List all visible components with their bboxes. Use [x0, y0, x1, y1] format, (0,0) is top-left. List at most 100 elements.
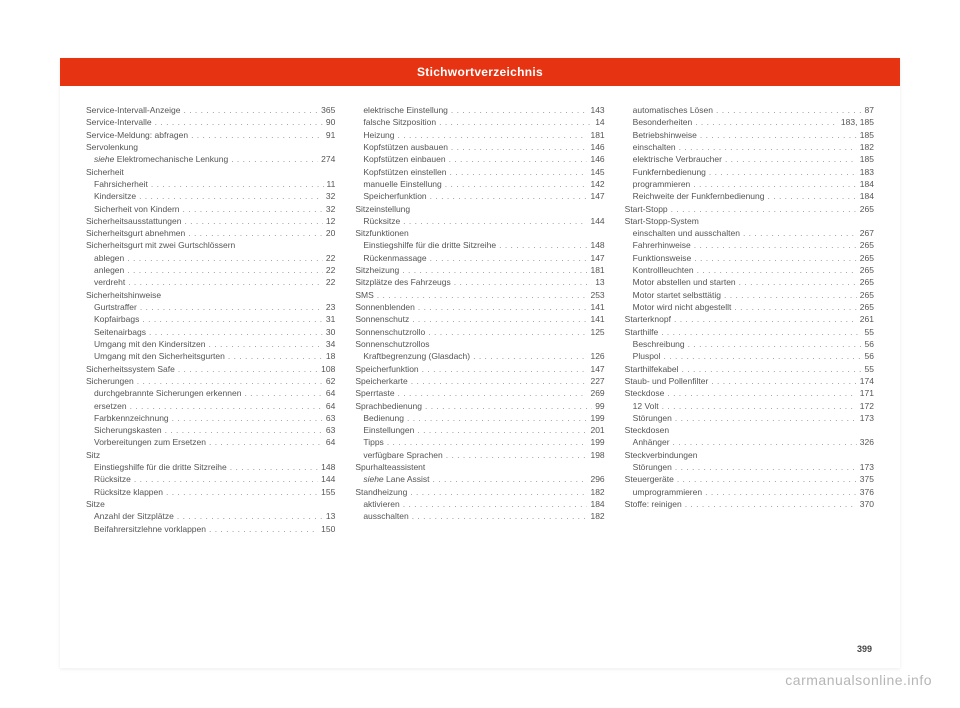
leader-dots	[134, 473, 318, 485]
index-entry-page: 185	[860, 153, 874, 165]
leader-dots	[662, 400, 857, 412]
leader-dots	[673, 436, 857, 448]
index-entry-page: 147	[590, 190, 604, 202]
index-entry-page: 265	[860, 239, 874, 251]
index-entry-page: 14	[595, 116, 604, 128]
index-entry-label: Sitzfunktionen	[355, 227, 408, 239]
leader-dots	[410, 486, 587, 498]
index-entry: Sitz	[86, 449, 335, 461]
index-entry-page: 253	[590, 289, 604, 301]
index-entry-label: ersetzen	[86, 400, 127, 412]
index-entry-label: Gurtstraffer	[86, 301, 137, 313]
leader-dots	[450, 166, 588, 178]
index-entry-page: 144	[590, 215, 604, 227]
leader-dots	[661, 326, 861, 338]
index-entry-label: Sitzeinstellung	[355, 203, 410, 215]
index-entry-label: Sonnenschutz	[355, 313, 409, 325]
index-entry: Anzahl der Sitzplätze13	[86, 510, 335, 522]
index-entry-page: 13	[326, 510, 335, 522]
index-entry: Gurtstraffer23	[86, 301, 335, 313]
index-entry-page: 261	[860, 313, 874, 325]
index-entry-label: Kopfstützen ausbauen	[355, 141, 448, 153]
index-entry-label: Speicherkarte	[355, 375, 407, 387]
index-entry-page: 174	[860, 375, 874, 387]
index-entry: Sicherheitsgurt mit zwei Gurtschlössern	[86, 239, 335, 251]
index-entry: Sicherheit	[86, 166, 335, 178]
index-entry-page: 11	[327, 178, 336, 190]
index-entry-page: 64	[326, 387, 335, 399]
watermark-text: carmanualsonline.info	[785, 672, 932, 688]
index-entry: Start-Stopp-System	[625, 215, 874, 227]
index-entry-label: Einstiegshilfe für die dritte Sitzreihe	[355, 239, 496, 251]
leader-dots	[178, 363, 318, 375]
index-entry: Bedienung199	[355, 412, 604, 424]
leader-dots	[428, 326, 587, 338]
index-entry: Service-Intervalle90	[86, 116, 335, 128]
index-entry: ablegen22	[86, 252, 335, 264]
index-entry: Starthilfekabel55	[625, 363, 874, 375]
index-entry-label: siehe Lane Assist	[355, 473, 429, 485]
index-entry-label: siehe Elektromechanische Lenkung	[86, 153, 228, 165]
leader-dots	[398, 387, 588, 399]
index-entry-page: 143	[590, 104, 604, 116]
leader-dots	[209, 338, 323, 350]
index-entry-page: 265	[860, 301, 874, 313]
index-entry: Einstiegshilfe für die dritte Sitzreihe1…	[86, 461, 335, 473]
leader-dots	[398, 129, 588, 141]
index-entry-label: Funktionsweise	[625, 252, 692, 264]
index-entry: Heizung181	[355, 129, 604, 141]
leader-dots	[768, 190, 857, 202]
index-entry: Spurhalteassistent	[355, 461, 604, 473]
leader-dots	[172, 412, 323, 424]
index-entry: Tipps199	[355, 436, 604, 448]
leader-dots	[417, 424, 587, 436]
index-entry-label: Staub- und Pollenfilter	[625, 375, 709, 387]
leader-dots	[155, 116, 323, 128]
leader-dots	[674, 313, 857, 325]
index-entry: manuelle Einstellung142	[355, 178, 604, 190]
index-entry-page: 87	[865, 104, 874, 116]
index-entry-page: 34	[326, 338, 335, 350]
leader-dots	[724, 289, 857, 301]
index-entry: aktivieren184	[355, 498, 604, 510]
index-entry: Starthilfe55	[625, 326, 874, 338]
index-column-1: Service-Intervall-Anzeige365Service-Inte…	[86, 104, 335, 535]
index-entry: ausschalten182	[355, 510, 604, 522]
index-entry-label: elektrische Einstellung	[355, 104, 448, 116]
index-entry-label: Fahrsicherheit	[86, 178, 148, 190]
leader-dots	[127, 166, 333, 178]
index-entry: Umgang mit den Kindersitzen34	[86, 338, 335, 350]
index-entry-page: 365	[321, 104, 335, 116]
index-entry-page: 183	[860, 166, 874, 178]
index-entry-page: 64	[326, 436, 335, 448]
index-entry-label: Beschreibung	[625, 338, 685, 350]
leader-dots	[702, 215, 871, 227]
index-entry: falsche Sitzposition14	[355, 116, 604, 128]
index-entry: Sicherheitshinweise	[86, 289, 335, 301]
index-entry: Sonnenschutz141	[355, 313, 604, 325]
index-entry-label: Start-Stopp	[625, 203, 668, 215]
index-entry-page: 146	[590, 153, 604, 165]
leader-dots	[141, 141, 332, 153]
index-entry-page: 108	[321, 363, 335, 375]
leader-dots	[188, 227, 323, 239]
index-entry: Besonderheiten183, 185	[625, 116, 874, 128]
leader-dots	[108, 498, 332, 510]
index-entry: Speicherfunktion147	[355, 190, 604, 202]
leader-dots	[130, 400, 323, 412]
index-entry-label: Sperrtaste	[355, 387, 394, 399]
leader-dots	[439, 116, 592, 128]
index-entry: Fahrsicherheit 11	[86, 178, 335, 190]
leader-dots	[418, 301, 588, 313]
leader-dots	[667, 387, 856, 399]
index-entry: Reichweite der Funkfernbedienung184	[625, 190, 874, 202]
index-entry: Kindersitze32	[86, 190, 335, 202]
index-entry-page: 22	[326, 252, 335, 264]
index-entry-label: aktivieren	[355, 498, 399, 510]
index-entry-page: 326	[860, 436, 874, 448]
leader-dots	[238, 239, 332, 251]
index-entry: Motor wird nicht abgestellt265	[625, 301, 874, 313]
index-entry: Sitzfunktionen	[355, 227, 604, 239]
index-entry-page: 274	[321, 153, 335, 165]
index-entry-page: 199	[590, 436, 604, 448]
